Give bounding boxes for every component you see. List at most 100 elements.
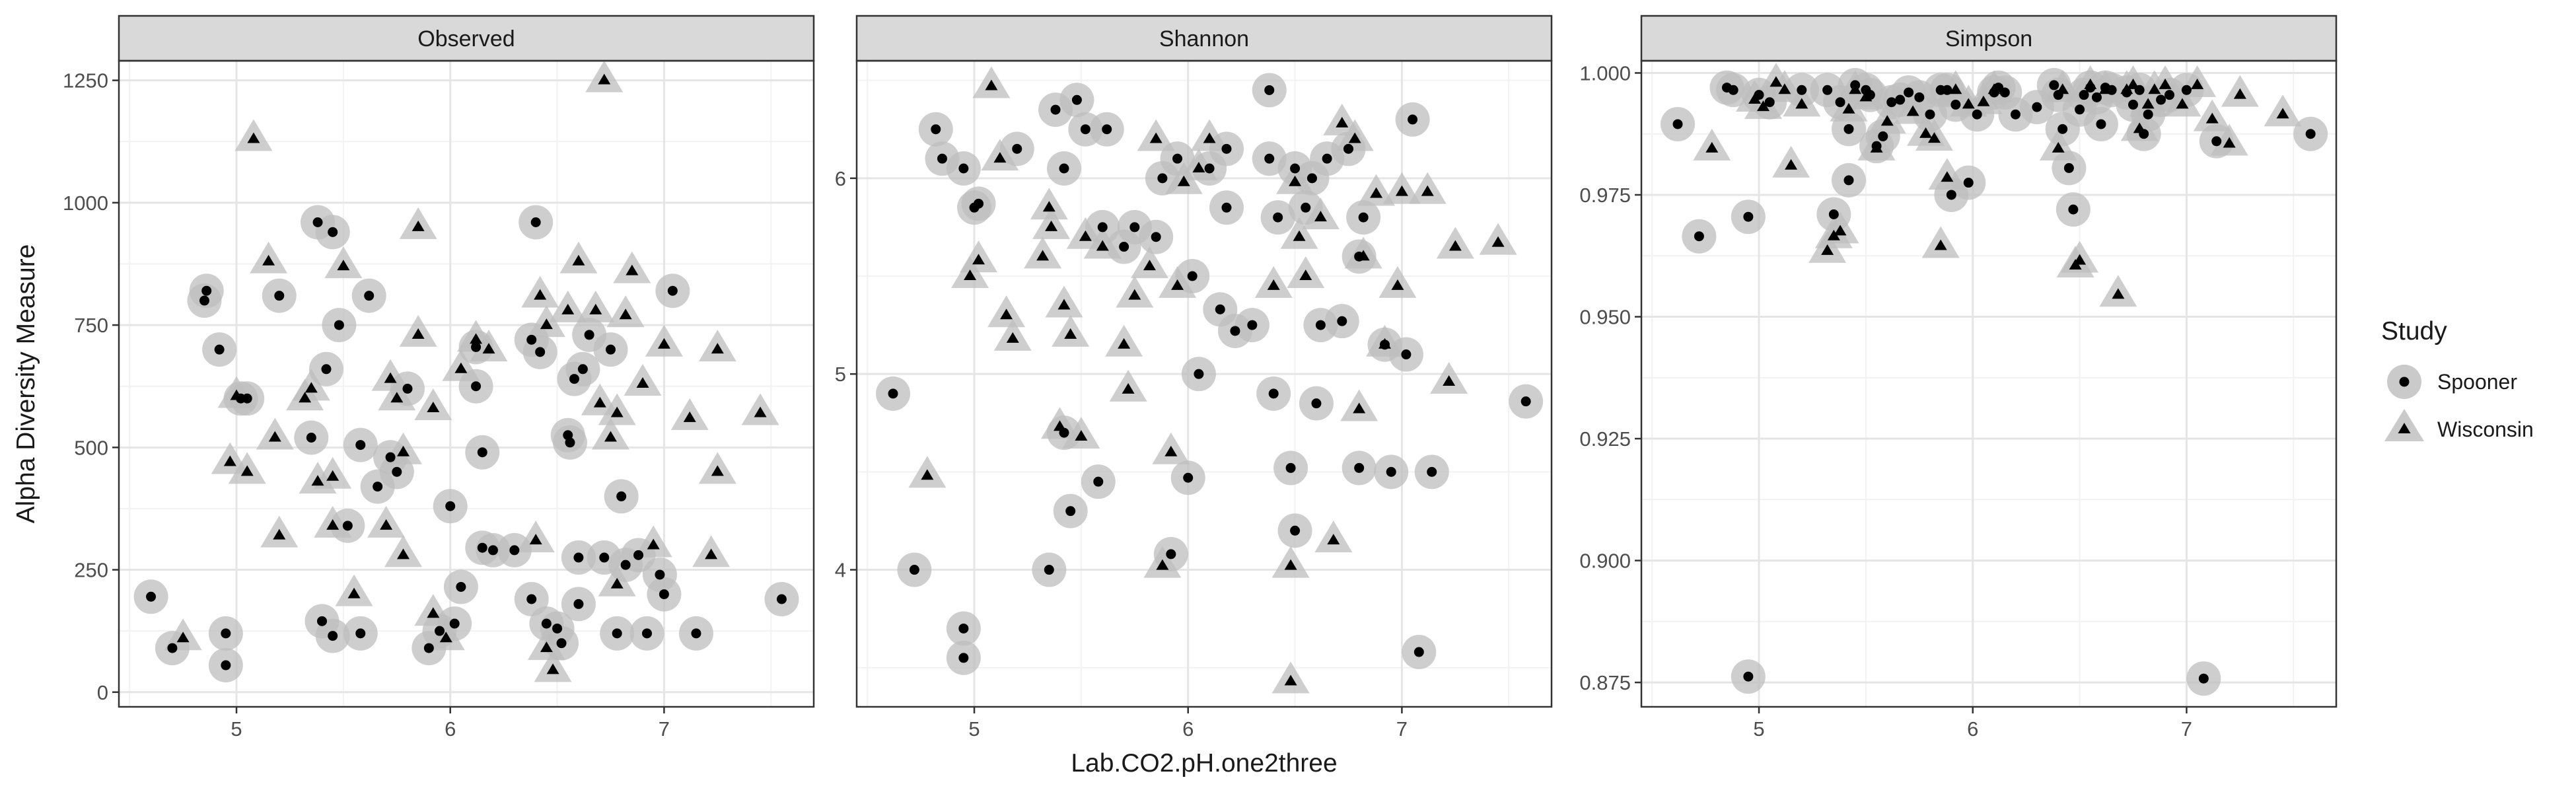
data-point-spooner	[655, 569, 665, 580]
x-tick-label: 5	[968, 717, 980, 741]
data-point-spooner	[1743, 211, 1754, 222]
data-point-wisconsin	[1156, 559, 1169, 570]
data-point-wisconsin	[223, 455, 236, 466]
data-point-spooner	[2057, 124, 2068, 134]
data-point-spooner	[392, 466, 402, 477]
data-point-spooner	[1065, 506, 1076, 517]
data-point-spooner	[1166, 549, 1176, 560]
data-point-wisconsin	[1128, 289, 1141, 300]
data-point-spooner	[1694, 231, 1704, 242]
data-point-spooner	[1895, 94, 1906, 105]
data-point-spooner	[342, 521, 353, 531]
data-point-spooner	[1268, 388, 1279, 399]
data-point-wisconsin	[1143, 260, 1156, 271]
data-point-spooner	[471, 342, 482, 352]
data-point-wisconsin	[1171, 279, 1184, 290]
data-point-wisconsin	[1054, 420, 1067, 431]
data-point-spooner	[2068, 204, 2079, 215]
data-point-spooner	[1285, 462, 1296, 473]
data-point-spooner	[1972, 109, 1982, 120]
data-point-wisconsin	[482, 343, 495, 354]
data-point-spooner	[1878, 131, 1888, 141]
data-point-wisconsin	[1075, 430, 1088, 441]
data-point-wisconsin	[921, 469, 934, 480]
data-point-spooner	[2063, 163, 2074, 173]
data-point-spooner	[616, 491, 627, 501]
data-point-spooner	[1247, 320, 1258, 330]
data-point-spooner	[221, 660, 231, 670]
facet-strip	[118, 15, 815, 62]
data-point-spooner	[776, 594, 787, 604]
data-point-spooner	[530, 217, 541, 227]
data-point-spooner	[1835, 97, 1845, 108]
data-point-spooner	[385, 452, 396, 462]
data-point-spooner	[1343, 143, 1353, 154]
data-point-spooner	[2165, 90, 2175, 100]
data-point-wisconsin	[470, 333, 483, 344]
x-tick-label: 6	[1967, 717, 1978, 741]
data-point-spooner	[1413, 647, 1424, 657]
data-point-wisconsin	[1491, 236, 1505, 247]
x-tick-label: 7	[1396, 717, 1408, 741]
data-point-wisconsin	[2223, 137, 2236, 148]
data-point-spooner	[1942, 85, 1952, 95]
data-point-wisconsin	[657, 338, 670, 349]
data-point-spooner	[509, 545, 520, 556]
data-point-spooner	[1119, 242, 1129, 252]
data-point-wisconsin	[1036, 250, 1050, 261]
data-point-spooner	[1204, 163, 1215, 174]
data-point-spooner	[1290, 163, 1301, 174]
data-point-spooner	[659, 589, 669, 600]
data-point-wisconsin	[1443, 375, 1456, 386]
data-point-spooner	[1672, 119, 1683, 129]
data-point-wisconsin	[1977, 95, 1990, 106]
data-point-spooner	[317, 616, 328, 626]
data-point-spooner	[1843, 124, 1854, 134]
legend-key-wisconsin	[2398, 423, 2411, 433]
data-point-spooner	[306, 433, 316, 443]
data-point-wisconsin	[705, 548, 718, 560]
x-tick-label: 6	[1182, 717, 1194, 741]
data-point-wisconsin	[529, 534, 542, 545]
data-point-spooner	[445, 501, 456, 511]
x-tick-label: 7	[659, 717, 670, 741]
data-point-wisconsin	[683, 411, 696, 422]
data-point-spooner	[1273, 212, 1283, 223]
data-point-spooner	[471, 381, 482, 392]
data-point-spooner	[584, 330, 594, 340]
y-tick-label: 1000	[63, 192, 108, 215]
data-point-wisconsin	[262, 254, 275, 266]
data-point-wisconsin	[610, 406, 624, 417]
y-tick-label: 0	[97, 681, 108, 704]
panel-border	[118, 59, 815, 708]
data-point-spooner	[1950, 99, 1961, 110]
data-point-spooner	[355, 440, 366, 451]
y-tick-label: 0.900	[1579, 550, 1631, 573]
data-point-wisconsin	[2084, 78, 2097, 89]
data-point-wisconsin	[2233, 88, 2246, 99]
data-point-spooner	[2049, 80, 2059, 90]
y-tick-label: 0.925	[1579, 427, 1631, 451]
data-point-spooner	[565, 437, 575, 448]
data-point-wisconsin	[2133, 122, 2146, 133]
data-point-wisconsin	[546, 663, 559, 674]
data-point-spooner	[937, 153, 947, 164]
data-point-spooner	[526, 334, 537, 345]
data-point-wisconsin	[247, 132, 260, 143]
data-point-spooner	[167, 643, 178, 653]
data-point-wisconsin	[711, 465, 724, 476]
data-point-spooner	[1358, 212, 1369, 223]
data-point-wisconsin	[1006, 332, 1019, 343]
data-point-wisconsin	[1421, 185, 1434, 196]
data-point-wisconsin	[273, 528, 286, 540]
data-point-spooner	[242, 393, 252, 404]
data-point-wisconsin	[397, 548, 410, 560]
data-point-wisconsin	[1000, 308, 1013, 320]
data-point-spooner	[1337, 316, 1347, 326]
data-point-spooner	[435, 626, 445, 636]
data-point-wisconsin	[1391, 279, 1404, 290]
facet-strip-label: Observed	[417, 26, 515, 52]
data-point-wisconsin	[589, 303, 602, 314]
data-point-wisconsin	[1079, 230, 1092, 241]
data-point-wisconsin	[1057, 299, 1071, 310]
